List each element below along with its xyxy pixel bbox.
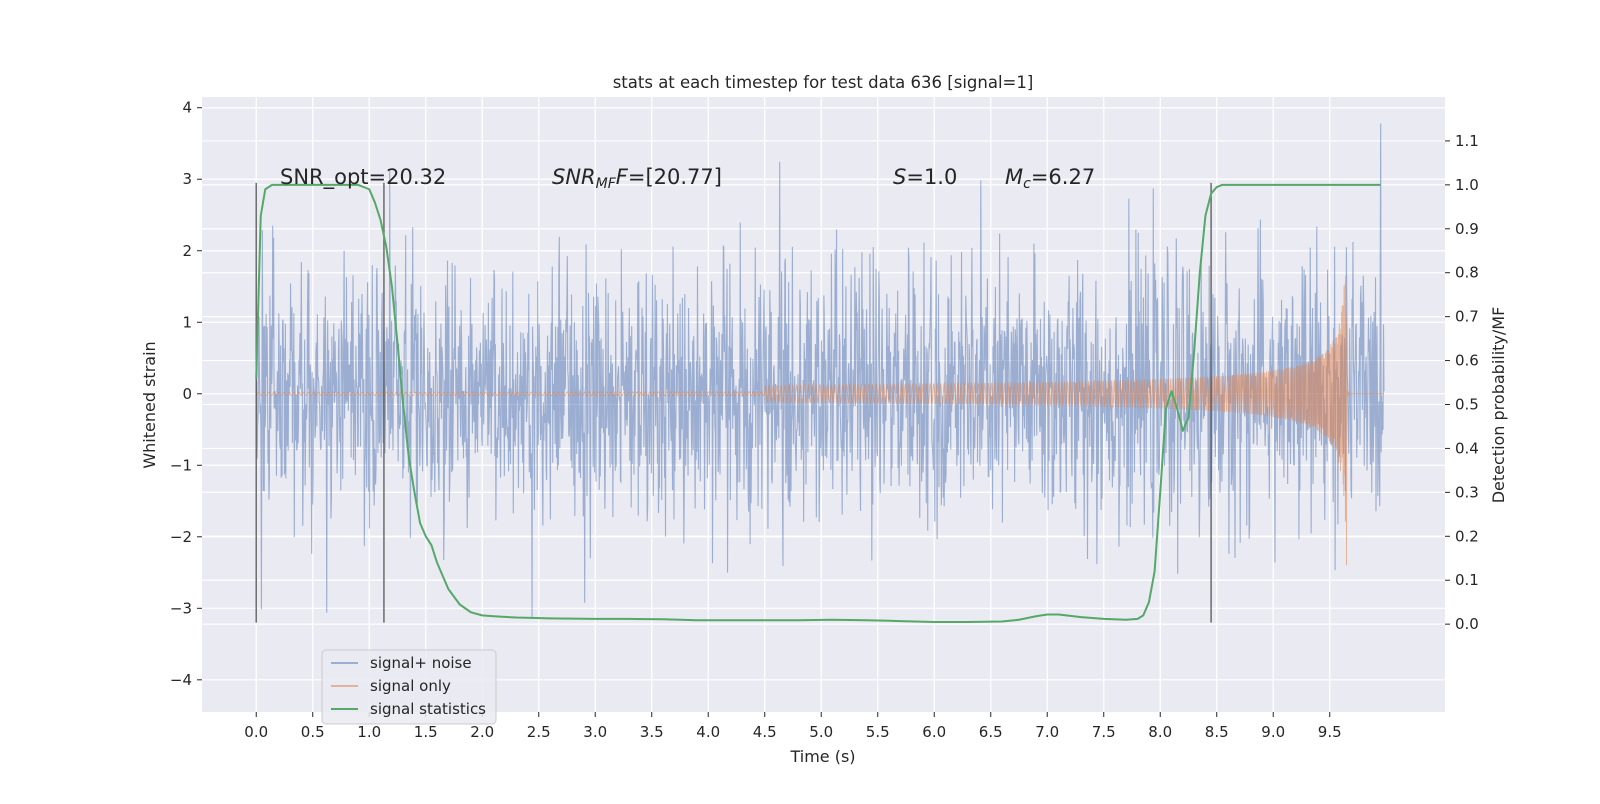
signal-series	[256, 275, 1384, 566]
legend-label-signal: signal only	[370, 677, 451, 695]
chart-title: stats at each timestep for test data 636…	[613, 73, 1034, 92]
y-tick-label-right: 0.7	[1455, 308, 1479, 326]
x-tick-label: 6.0	[922, 723, 946, 741]
annotation-snr-mf-value: =[20.77]	[628, 165, 722, 189]
annotation-mc-sub: c	[1023, 176, 1031, 192]
x-tick-label: 8.5	[1205, 723, 1229, 741]
legend: signal+ noise signal only signal statist…	[321, 649, 497, 725]
x-tick-label: 0.0	[244, 723, 268, 741]
y-tick-label-right: 0.3	[1455, 483, 1479, 501]
annotation-snr-mf-italic2: F	[616, 165, 629, 189]
annotation-snr-mf: SNRMFF=[20.77]	[552, 165, 722, 192]
annotation-snr-mf-sub: MF	[596, 176, 617, 192]
x-tick-label: 3.0	[583, 723, 607, 741]
signal-statistics-line	[255, 183, 1381, 623]
legend-label-noise: signal+ noise	[370, 654, 472, 672]
y-tick-label-right: 0.2	[1455, 527, 1479, 545]
x-tick-label: 2.5	[527, 723, 551, 741]
annotation-snr-mf-italic: SNR	[552, 165, 596, 189]
annotation-s-value: =1.0	[906, 165, 957, 189]
annotation-s-italic: S	[893, 165, 906, 189]
x-tick-label: 4.5	[753, 723, 777, 741]
annotation-snr-opt-text: SNR_opt=20.32	[280, 165, 446, 190]
annotation-mc-value: =6.27	[1031, 165, 1095, 189]
x-tick-label: 8.0	[1148, 723, 1172, 741]
annotation-snr-opt: SNR_opt=20.32	[280, 165, 446, 190]
annotation-s: S=1.0	[893, 165, 957, 189]
x-tick-label: 9.0	[1261, 723, 1285, 741]
y-tick-label-right: 0.4	[1455, 439, 1479, 457]
x-tick-label: 1.5	[414, 723, 438, 741]
x-tick-label: 6.5	[979, 723, 1003, 741]
y-tick-label-left: 0	[182, 385, 192, 403]
statistic-series	[255, 183, 1381, 623]
legend-label-stat: signal statistics	[370, 700, 486, 718]
y-tick-label-left: 2	[182, 242, 192, 260]
y-tick-label-right: 0.0	[1455, 615, 1479, 633]
x-tick-label: 1.0	[357, 723, 381, 741]
tick-layer: 0.0 0.5 1.0 1.5 2.0 2.5 3.0 3.5 4.0 4.5 5.0 5.5 6.0 6…	[170, 99, 1479, 741]
x-axis-label: Time (s)	[789, 747, 855, 766]
y-tick-label-right: 0.1	[1455, 571, 1479, 589]
y-tick-label-left: 4	[182, 99, 192, 117]
x-tick-label: 2.0	[470, 723, 494, 741]
x-tick-label: 9.5	[1318, 723, 1342, 741]
y-tick-label-left: 3	[182, 170, 192, 188]
annotation-mc: Mc=6.27	[1005, 165, 1095, 192]
x-tick-label: 3.5	[640, 723, 664, 741]
x-tick-label: 4.0	[696, 723, 720, 741]
legend-box	[321, 649, 497, 725]
y-tick-label-right: 0.9	[1455, 220, 1479, 238]
y-tick-label-right: 1.1	[1455, 132, 1479, 150]
y-axis-label-left: Whitened strain	[140, 341, 159, 468]
y-axis-label-right: Detection probability/MF	[1489, 307, 1508, 504]
x-tick-label: 0.5	[301, 723, 325, 741]
y-tick-label-left: −1	[170, 456, 192, 474]
y-tick-label-right: 0.5	[1455, 396, 1479, 414]
signal-only-line	[256, 275, 1384, 566]
vertical-markers	[255, 182, 1212, 623]
y-tick-label-left: 1	[182, 313, 192, 331]
y-tick-label-left: −2	[170, 528, 192, 546]
y-tick-label-right: 0.8	[1455, 264, 1479, 282]
annotation-mc-italic: M	[1005, 165, 1023, 189]
y-tick-label-left: −4	[170, 671, 192, 689]
x-tick-label: 7.0	[1035, 723, 1059, 741]
x-tick-label: 5.0	[809, 723, 833, 741]
y-tick-label-left: −3	[170, 599, 192, 617]
x-tick-label: 5.5	[866, 723, 890, 741]
y-tick-label-right: 1.0	[1455, 176, 1479, 194]
x-tick-label: 7.5	[1092, 723, 1116, 741]
y-tick-label-right: 0.6	[1455, 352, 1479, 370]
